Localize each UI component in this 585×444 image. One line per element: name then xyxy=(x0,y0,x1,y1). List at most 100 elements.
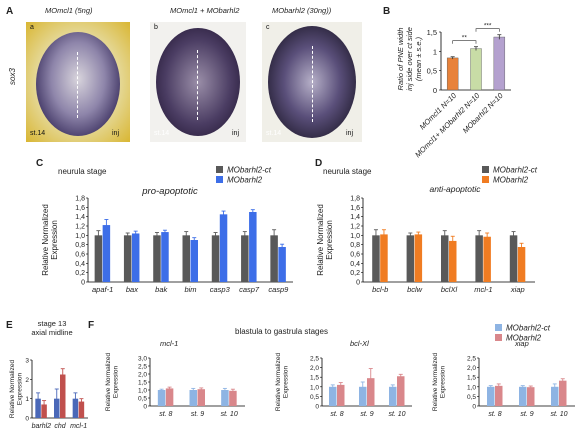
bar xyxy=(337,384,345,406)
y-tick-label: 1,5 xyxy=(310,375,319,382)
y-tick-label: 1,6 xyxy=(75,205,85,212)
embryo-title-b: MOmcl1 + MObarhl2 xyxy=(170,6,240,15)
embryo-stage-a: st.14 xyxy=(30,130,46,137)
y-tick-label: 0 xyxy=(433,86,437,95)
y-axis-label: Relative NormalizedExpression xyxy=(316,204,334,276)
legend-label: MObarhl2-ct xyxy=(493,166,538,175)
y-tick-label: 3,0 xyxy=(138,356,147,363)
category-label: casp7 xyxy=(239,285,260,294)
embryo-inj-c: inj xyxy=(346,130,354,137)
category-label: st. 9 xyxy=(191,411,204,418)
y-tick-label: 1,5 xyxy=(467,375,476,382)
y-tick-label: 0 xyxy=(25,416,29,423)
y-tick-label: 1,4 xyxy=(75,214,85,221)
embryo-inj-a: inj xyxy=(112,130,120,137)
category-label: bax xyxy=(126,285,138,294)
y-tick-label: 0 xyxy=(472,404,476,411)
legend-label: MObarhl2 xyxy=(506,334,542,343)
legend-label: MObarhl2-ct xyxy=(506,324,551,333)
bar xyxy=(551,386,559,406)
y-tick-label: 1,0 xyxy=(138,388,147,395)
sox3-row-label: sox3 xyxy=(8,68,17,85)
bar xyxy=(495,385,503,406)
y-tick-label: 0,5 xyxy=(138,396,147,403)
panel-header: neurula stage xyxy=(58,167,107,176)
legend-label: MObarhl2-ct xyxy=(227,166,272,175)
embryo-image-c xyxy=(262,22,362,142)
legend-label: MObarhl2 xyxy=(227,176,263,185)
y-tick-label: 0,4 xyxy=(350,261,360,268)
y-tick-label: 0,2 xyxy=(75,270,85,277)
bar xyxy=(270,235,278,282)
chart-d: 0 0,2 0,4 0,6 0,8 1,0 1,2 1,4 1,6 1,8 Relative Nor… xyxy=(316,166,538,295)
bar xyxy=(329,386,337,406)
embryo-sub-a: a xyxy=(30,24,34,31)
y-axis-label: Relative NormalizedExpression xyxy=(41,204,59,276)
legend-swatch xyxy=(495,334,502,341)
embryo-stage-c: st.14 xyxy=(266,130,282,137)
category-label: bclXl xyxy=(441,285,458,294)
y-tick-label: 0,8 xyxy=(350,242,360,249)
bar xyxy=(41,404,47,418)
category-label: MObarhl2 N=10 xyxy=(461,90,506,135)
y-tick-label: 2,5 xyxy=(467,356,476,363)
bar xyxy=(380,234,388,282)
y-axis-label: Relative NormalizedExpression xyxy=(105,353,120,412)
bar xyxy=(527,387,535,406)
bar xyxy=(189,390,197,406)
category-label: st. 8 xyxy=(488,411,501,418)
bar xyxy=(211,235,220,282)
bar xyxy=(446,57,459,91)
embryo-b-body xyxy=(156,28,240,136)
y-tick-label: 1 xyxy=(25,396,29,403)
y-tick-label: 1 xyxy=(433,47,437,56)
panel-letter-b: B xyxy=(383,6,391,17)
y-tick-label: 0 xyxy=(356,280,360,287)
y-tick-label: 1,0 xyxy=(350,233,360,240)
chart-title: xiap xyxy=(514,339,529,348)
bar xyxy=(559,380,567,406)
bar xyxy=(72,398,79,418)
bar xyxy=(123,235,132,282)
category-label: st. 9 xyxy=(360,411,373,418)
bar xyxy=(241,235,249,282)
y-tick-label: 0,5 xyxy=(467,394,476,401)
y-tick-label: 0 xyxy=(143,404,147,411)
bar xyxy=(221,390,229,406)
y-axis-label: Relative NormalizedExpression xyxy=(9,360,24,419)
legend-swatch xyxy=(482,176,489,183)
bar xyxy=(441,235,449,282)
y-tick-label: 1,5 xyxy=(138,380,147,387)
bar xyxy=(493,36,506,91)
significance-label: ** xyxy=(462,35,468,42)
bar xyxy=(60,374,66,418)
category-label: mcl-1 xyxy=(474,285,492,294)
midline-c xyxy=(312,46,313,122)
bar xyxy=(190,240,198,282)
y-tick-label: 1,4 xyxy=(350,214,360,221)
y-axis-label: Ratio of PNE widthinj side over ct side(… xyxy=(396,27,423,91)
y-tick-label: 1,2 xyxy=(75,224,85,231)
legend-swatch xyxy=(216,176,223,183)
bar xyxy=(157,390,166,406)
bar xyxy=(470,48,482,91)
embryo-stage-b: st.14 xyxy=(154,130,170,137)
y-tick-label: 1,8 xyxy=(350,196,360,203)
bar xyxy=(397,376,405,406)
bar xyxy=(249,212,257,282)
bar xyxy=(519,386,527,406)
y-tick-label: 0,8 xyxy=(75,242,85,249)
panel-letter-a: A xyxy=(6,6,14,17)
chart-title: anti-apoptotic xyxy=(429,184,481,194)
bar xyxy=(219,214,228,282)
category-label: st. 10 xyxy=(388,411,405,418)
y-tick-label: 0,6 xyxy=(350,252,360,259)
category-label: st. 10 xyxy=(550,411,567,418)
midline-b xyxy=(197,50,198,120)
y-tick-label: 2,5 xyxy=(310,356,319,363)
y-tick-label: 0,6 xyxy=(75,252,85,259)
y-axis-label: Relative NormalizedExpression xyxy=(275,353,290,412)
bar xyxy=(165,388,174,406)
bar xyxy=(153,235,161,282)
